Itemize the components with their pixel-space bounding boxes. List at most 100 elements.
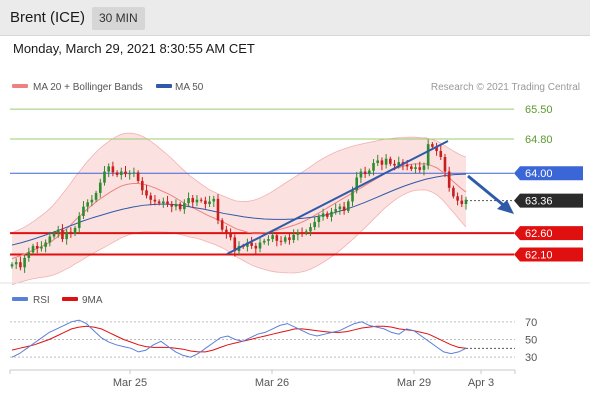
candle-body — [40, 246, 43, 249]
candle — [368, 168, 371, 177]
candle-body — [77, 216, 81, 228]
candle — [456, 192, 459, 206]
rsi-line — [11, 319, 467, 358]
candle-body — [187, 198, 190, 204]
candle-body — [149, 195, 153, 200]
candle-body — [191, 198, 195, 203]
candle — [23, 254, 26, 273]
candle-body — [111, 166, 115, 173]
candle-body — [275, 235, 279, 241]
candle-body — [292, 234, 295, 240]
bollinger-bands — [11, 132, 467, 286]
candle — [98, 178, 102, 198]
ma50-legend-label: MA 50 — [175, 82, 204, 93]
candle-body — [10, 264, 14, 267]
candle — [44, 239, 47, 253]
candle — [115, 170, 119, 178]
candle-body — [346, 201, 350, 211]
price-level-tag — [514, 226, 583, 241]
candle — [426, 139, 430, 170]
price-level-label: 64.00 — [525, 168, 553, 180]
candle — [321, 208, 325, 221]
candle-body — [422, 165, 426, 170]
candle-body — [321, 213, 325, 217]
candle-body — [380, 160, 384, 165]
candle-body — [342, 206, 346, 211]
candle-body — [262, 240, 266, 243]
candle — [77, 212, 81, 233]
timeframe-badge[interactable]: 30 MIN — [92, 7, 145, 30]
candle — [195, 195, 199, 207]
candle-body — [334, 209, 337, 212]
candle — [443, 154, 447, 178]
candle — [145, 184, 148, 199]
candle — [275, 232, 279, 247]
candle — [86, 199, 89, 213]
candle-body — [35, 245, 39, 249]
candle — [431, 142, 434, 149]
rsi-legend-label: RSI — [33, 295, 50, 306]
candle-body — [439, 151, 443, 157]
candle — [69, 227, 73, 238]
candle-body — [296, 232, 300, 235]
candle — [296, 229, 300, 241]
candle-body — [254, 245, 258, 249]
candle — [439, 145, 443, 160]
candle — [313, 216, 316, 231]
candle — [220, 218, 224, 232]
candle — [283, 235, 287, 244]
candle-body — [410, 166, 413, 169]
candle-body — [145, 190, 148, 196]
candle — [447, 166, 451, 192]
candle-body — [271, 235, 274, 240]
candle-body — [405, 164, 409, 167]
bollinger-band-fill — [12, 133, 466, 285]
candle — [119, 167, 123, 180]
candle-body — [229, 233, 232, 238]
candle-body — [304, 231, 308, 234]
candle — [19, 256, 22, 271]
candle — [170, 201, 174, 213]
candle-body — [174, 204, 178, 207]
candle-body — [443, 156, 447, 172]
candle-body — [48, 236, 52, 243]
rsi-tick-label: 50 — [525, 335, 537, 347]
candle — [372, 159, 375, 176]
candle-body — [216, 198, 220, 221]
candle — [103, 165, 106, 186]
candle — [376, 154, 380, 166]
x-axis-tick-label: Mar 29 — [397, 377, 431, 389]
candle — [304, 229, 308, 236]
candle — [452, 185, 455, 199]
candle-body — [69, 231, 73, 234]
candle-body — [351, 190, 354, 202]
candle — [141, 177, 144, 196]
candle-body — [288, 237, 291, 240]
bollinger-lower-band — [11, 189, 467, 286]
candle — [56, 225, 60, 238]
candle-body — [61, 229, 64, 240]
candle-body — [309, 227, 312, 232]
price-level-label: 65.50 — [525, 104, 553, 116]
candle — [204, 196, 207, 209]
candle-body — [107, 166, 110, 172]
candle-body — [363, 171, 367, 175]
candle — [212, 195, 216, 208]
candle-body — [460, 200, 464, 205]
ma50-legend-swatch — [156, 84, 172, 88]
candle — [309, 223, 312, 237]
research-credit: Research © 2021 Trading Central — [431, 82, 580, 93]
ma50-line — [11, 173, 467, 246]
price-level-labels: 65.50 64.80 64.00 63.36 62.60 62.10 — [514, 104, 583, 262]
candle — [65, 228, 68, 245]
candle — [288, 233, 291, 245]
candle-body — [258, 242, 262, 249]
candle-body — [31, 245, 35, 253]
candle — [380, 157, 384, 171]
candle — [73, 225, 77, 237]
candle — [330, 207, 333, 222]
candle — [216, 194, 220, 225]
candle-body — [86, 202, 89, 207]
candle-body — [233, 237, 237, 252]
candle-body — [157, 201, 161, 204]
